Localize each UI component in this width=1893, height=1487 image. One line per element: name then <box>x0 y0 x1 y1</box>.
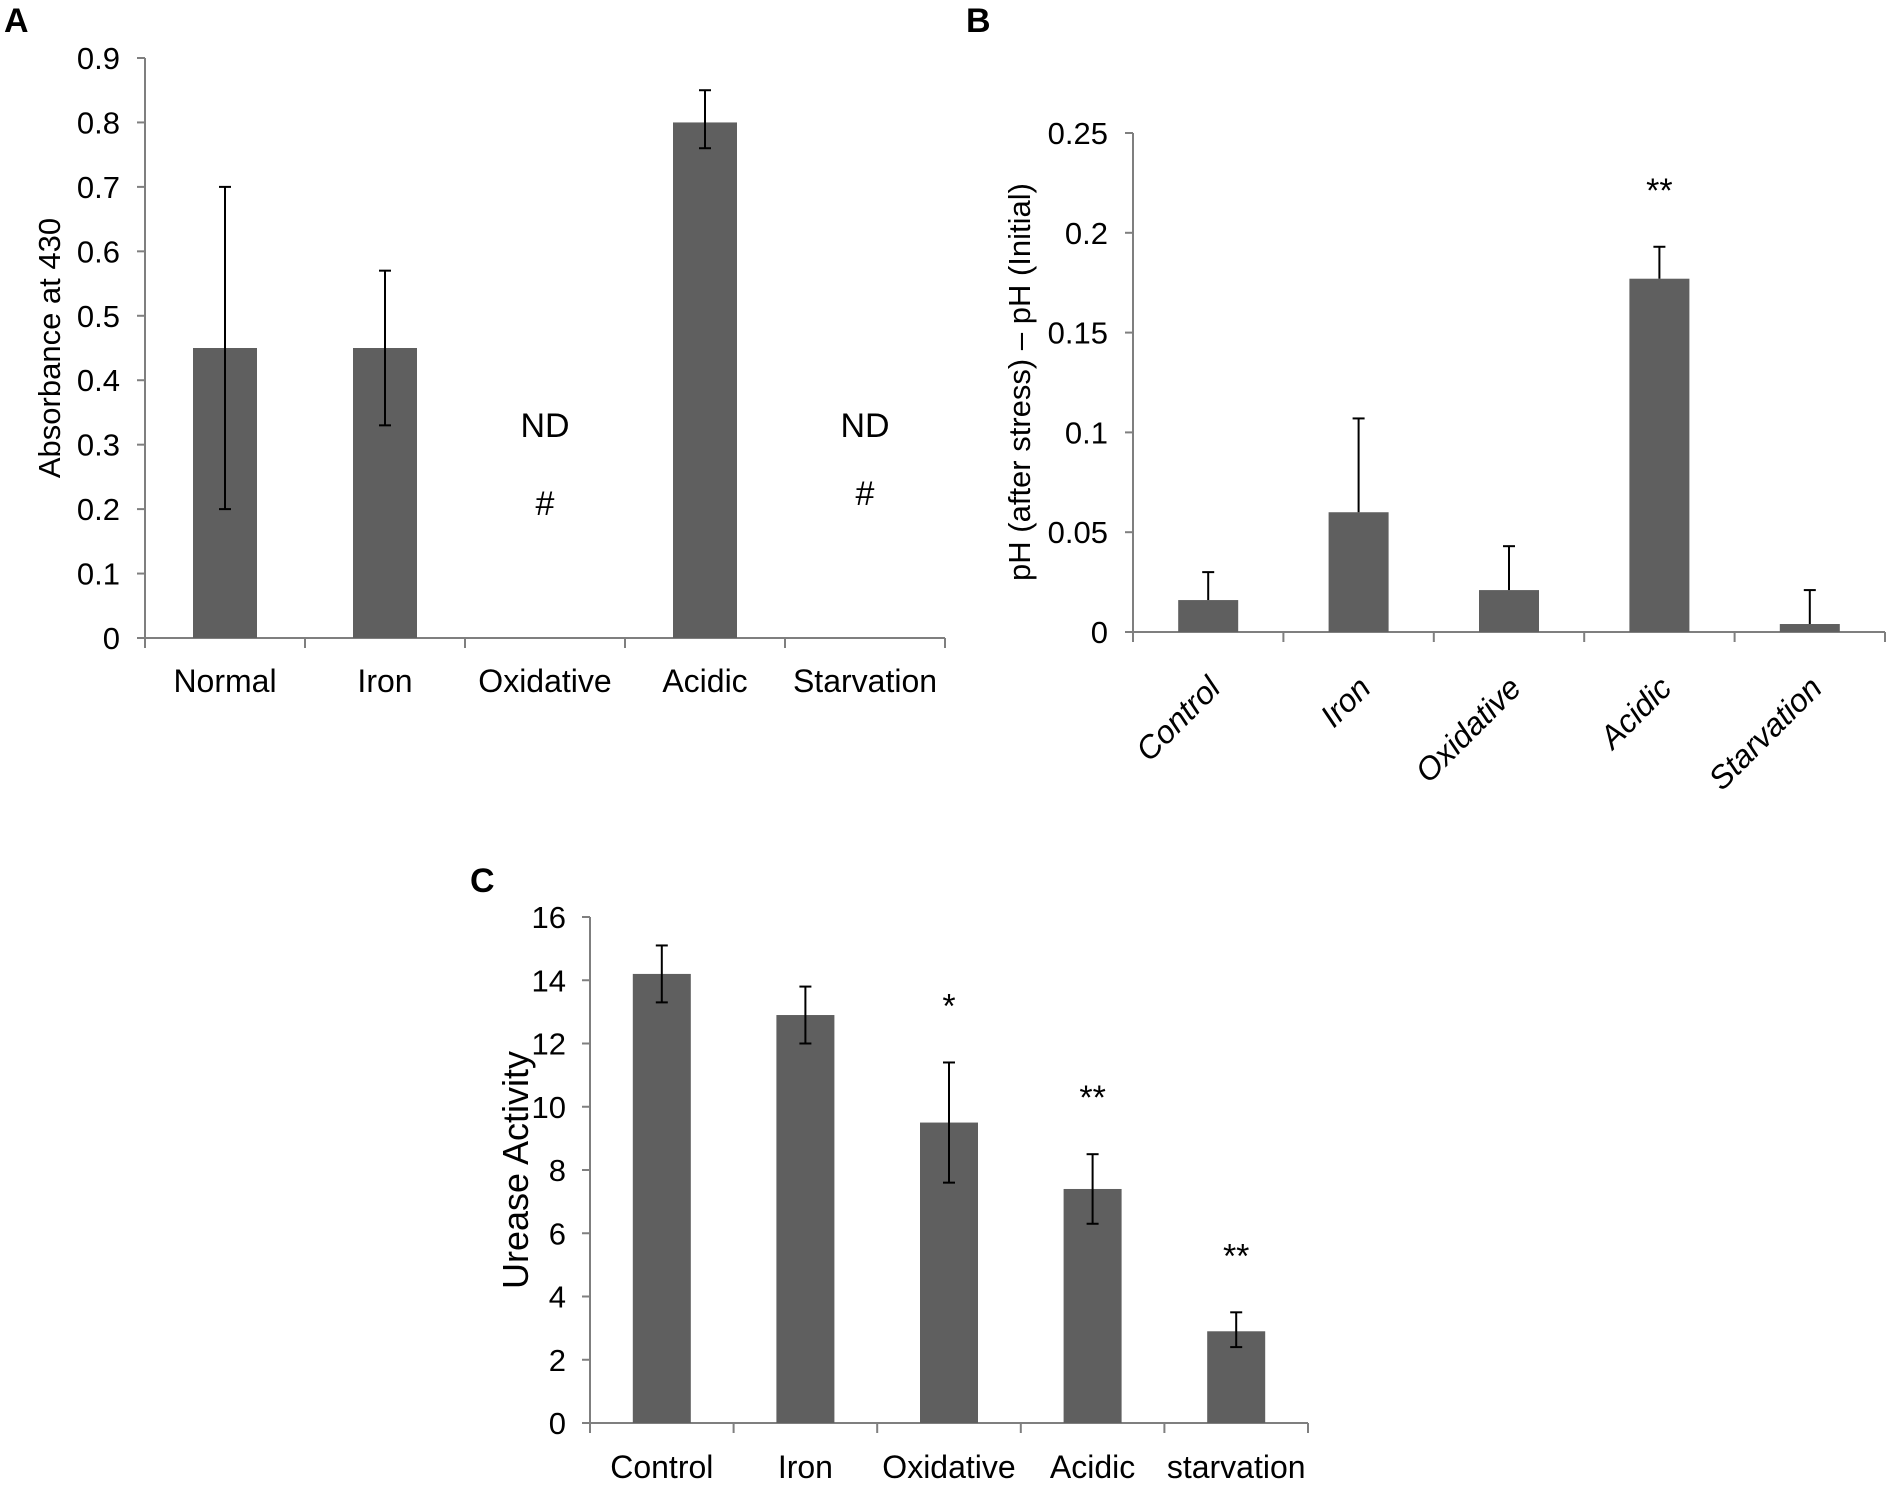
y-tick-label-a: 0.1 <box>77 557 120 592</box>
x-tick-label-b: Iron <box>1313 669 1377 733</box>
bar-b-control <box>1178 600 1239 632</box>
x-tick-label-a: Oxidative <box>478 663 611 699</box>
bar-b-starvation <box>1779 624 1840 632</box>
y-tick-label-c: 6 <box>549 1216 566 1251</box>
x-tick-label-c: starvation <box>1167 1449 1306 1485</box>
bar-b-oxidative <box>1479 590 1539 632</box>
error-bar-b-control <box>1202 571 1215 601</box>
y-tick-label-a: 0.3 <box>77 428 120 463</box>
y-tick-label-a: 0.8 <box>77 105 120 140</box>
error-bar-c-oxidative <box>943 1061 955 1184</box>
error-bar-a-normal <box>219 185 231 511</box>
x-tick-label-c: Iron <box>778 1449 833 1485</box>
panel-c-letter: C <box>470 862 495 900</box>
y-axis-label-b: pH (after stress) – pH (Initial) <box>1002 183 1037 581</box>
bar-a-acidic <box>673 122 737 638</box>
x-tick-label-b: Acidic <box>1591 669 1678 756</box>
annotation-significance-b: ** <box>1646 172 1672 210</box>
y-tick-label-a: 0.9 <box>77 41 120 76</box>
bar-c-iron <box>776 1015 835 1423</box>
annotation-hash-a: # <box>856 475 875 513</box>
y-tick-label-b: 0.1 <box>1065 415 1108 450</box>
y-axis-label-a: Absorbance at 430 <box>32 218 67 478</box>
y-tick-label-a: 0.7 <box>77 170 120 205</box>
x-tick-label-a: Iron <box>357 663 412 699</box>
x-tick-label-c: Oxidative <box>882 1449 1015 1485</box>
error-bar-c-iron <box>799 985 812 1045</box>
chart-panel-c: 0 2 4 6 8 10 12 14 16 Urease Activity Control Iron O… <box>495 900 1309 1485</box>
y-tick-label-a: 0 <box>103 621 120 656</box>
panel-b-letter: B <box>966 2 991 40</box>
bar-b-acidic <box>1629 278 1690 632</box>
y-tick-label-a: 0.6 <box>77 234 120 269</box>
y-tick-label-c: 14 <box>532 963 566 998</box>
y-tick-label-c: 2 <box>549 1343 566 1378</box>
x-tick-label-c: Control <box>610 1449 713 1485</box>
y-tick-label-c: 0 <box>549 1406 566 1441</box>
y-tick-label-a: 0.4 <box>77 363 120 398</box>
error-bar-c-starvation <box>1230 1311 1243 1349</box>
error-bar-c-acidic <box>1086 1153 1099 1225</box>
x-tick-label-a: Starvation <box>793 663 937 699</box>
error-bar-c-control <box>655 944 668 1004</box>
x-tick-label-a: Acidic <box>662 663 747 699</box>
bar-c-acidic <box>1063 1188 1122 1423</box>
y-tick-label-c: 8 <box>549 1153 566 1188</box>
annotation-significance-c: ** <box>1079 1079 1105 1117</box>
y-axis-label-c: Urease Activity <box>495 1051 536 1289</box>
annotation-significance-c: ** <box>1223 1237 1249 1275</box>
chart-panel-a: 0 0.1 0.2 0.3 0.4 0.5 0.6 0.7 0.8 0.9 Absorbance a… <box>32 41 946 699</box>
y-tick-label-b: 0.2 <box>1065 216 1108 251</box>
x-tick-label-b: Starvation <box>1701 669 1828 796</box>
y-tick-label-a: 0.5 <box>77 299 120 334</box>
bar-c-control <box>632 973 691 1423</box>
panel-a-letter: A <box>4 2 29 40</box>
annotation-nd-a: ND <box>520 407 569 445</box>
y-tick-label-b: 0.25 <box>1048 116 1108 151</box>
annotation-significance-c: * <box>942 987 955 1025</box>
error-bar-a-iron <box>379 269 391 427</box>
y-tick-label-b: 0.15 <box>1048 316 1108 351</box>
y-tick-label-c: 4 <box>549 1280 566 1315</box>
y-tick-label-c: 16 <box>532 900 566 935</box>
error-bar-b-iron <box>1352 417 1365 513</box>
y-tick-label-c: 10 <box>532 1090 566 1125</box>
x-tick-label-a: Normal <box>173 663 276 699</box>
x-tick-label-b: Control <box>1129 669 1228 768</box>
error-bar-b-starvation <box>1803 589 1816 625</box>
error-bar-b-oxidative <box>1503 545 1515 591</box>
y-tick-label-a: 0.2 <box>77 492 120 527</box>
annotation-nd-a: ND <box>840 407 889 445</box>
x-tick-label-b: Oxidative <box>1408 669 1528 789</box>
y-tick-label-b: 0.05 <box>1048 515 1108 550</box>
x-tick-label-c: Acidic <box>1050 1449 1135 1485</box>
y-tick-label-c: 12 <box>532 1027 566 1062</box>
y-tick-label-b: 0 <box>1091 615 1108 650</box>
bar-b-iron <box>1328 512 1389 632</box>
chart-panel-b: 0 0.05 0.1 0.15 0.2 0.25 pH (after stress) – p… <box>1002 116 1886 797</box>
error-bar-a-acidic <box>699 89 711 150</box>
error-bar-b-acidic <box>1653 245 1666 279</box>
annotation-hash-a: # <box>536 485 555 523</box>
